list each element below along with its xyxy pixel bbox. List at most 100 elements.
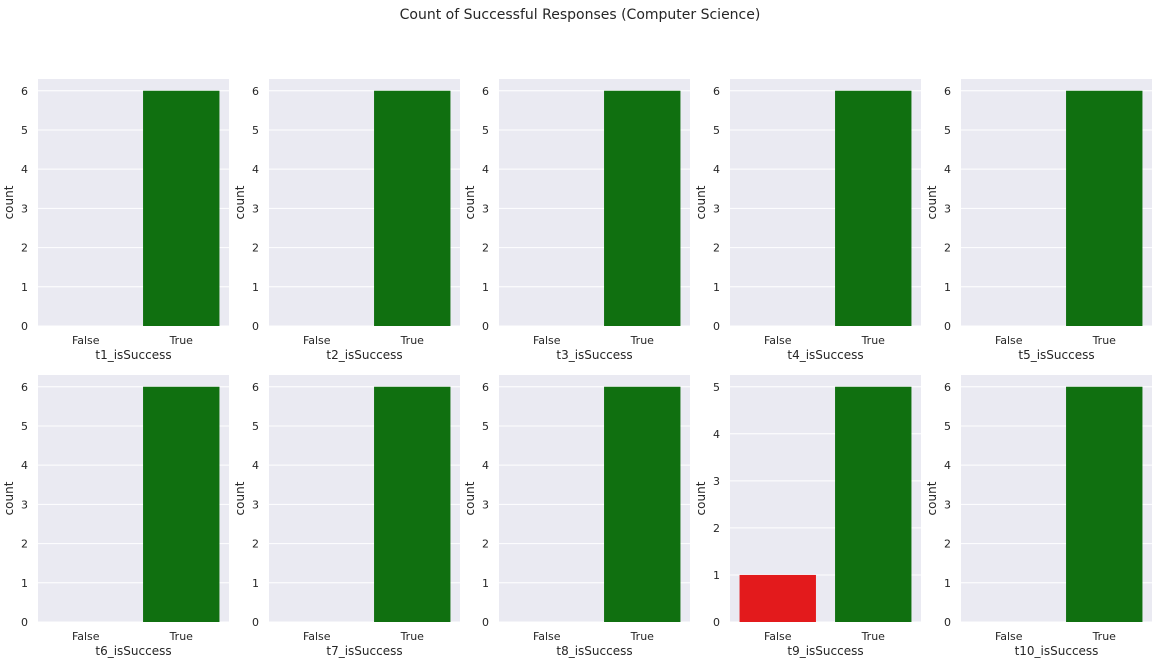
y-tick-label: 4	[21, 459, 28, 472]
y-tick-label: 1	[21, 281, 28, 294]
y-tick-label: 5	[713, 381, 720, 394]
y-tick-label: 2	[944, 538, 951, 551]
y-tick-label: 4	[21, 163, 28, 176]
bar-true	[374, 90, 451, 326]
y-tick-label: 0	[252, 616, 259, 629]
y-tick-label: 2	[252, 538, 259, 551]
y-tick-label: 5	[252, 420, 259, 433]
x-tick-label: False	[995, 630, 1023, 643]
x-tick-label: True	[630, 334, 655, 347]
y-tick-label: 0	[944, 320, 951, 333]
y-tick-label: 6	[482, 85, 489, 98]
y-tick-label: 4	[944, 459, 951, 472]
y-tick-label: 2	[944, 242, 951, 255]
y-tick-label: 3	[944, 498, 951, 511]
x-axis-label: t10_isSuccess	[1015, 644, 1099, 658]
y-tick-label: 3	[21, 202, 28, 215]
y-tick-label: 2	[482, 538, 489, 551]
x-tick-label: True	[169, 630, 194, 643]
y-tick-label: 4	[482, 163, 489, 176]
y-tick-label: 6	[21, 381, 28, 394]
bar-true	[143, 90, 220, 326]
x-tick-label: False	[72, 630, 100, 643]
y-tick-label: 1	[713, 281, 720, 294]
x-tick-label: True	[1092, 334, 1117, 347]
y-tick-label: 0	[944, 616, 951, 629]
y-axis-label: count	[233, 481, 247, 515]
y-tick-label: 6	[944, 85, 951, 98]
y-tick-label: 5	[713, 124, 720, 137]
y-tick-label: 0	[482, 616, 489, 629]
y-tick-label: 3	[252, 202, 259, 215]
y-tick-label: 5	[944, 420, 951, 433]
y-tick-label: 0	[713, 320, 720, 333]
y-axis-label: count	[2, 481, 16, 515]
y-tick-label: 6	[252, 381, 259, 394]
y-tick-label: 6	[21, 85, 28, 98]
y-tick-label: 2	[252, 242, 259, 255]
y-tick-label: 1	[252, 577, 259, 590]
y-tick-label: 0	[482, 320, 489, 333]
x-tick-label: True	[169, 334, 194, 347]
x-tick-label: False	[72, 334, 100, 347]
y-tick-label: 2	[21, 538, 28, 551]
y-tick-label: 0	[252, 320, 259, 333]
x-tick-label: True	[400, 334, 425, 347]
y-tick-label: 3	[252, 498, 259, 511]
y-tick-label: 5	[21, 420, 28, 433]
x-tick-label: False	[303, 334, 331, 347]
y-axis-label: count	[694, 481, 708, 515]
y-tick-label: 4	[944, 163, 951, 176]
y-tick-label: 1	[21, 577, 28, 590]
x-tick-label: False	[533, 334, 561, 347]
x-tick-label: False	[533, 630, 561, 643]
bar-true	[835, 90, 912, 326]
bar-false	[739, 574, 816, 622]
y-tick-label: 5	[252, 124, 259, 137]
y-axis-label: count	[925, 185, 939, 219]
x-tick-label: True	[400, 630, 425, 643]
y-tick-label: 4	[252, 459, 259, 472]
x-tick-label: True	[861, 334, 886, 347]
y-tick-label: 1	[252, 281, 259, 294]
y-tick-label: 2	[21, 242, 28, 255]
x-tick-label: False	[303, 630, 331, 643]
y-tick-label: 6	[713, 85, 720, 98]
y-tick-label: 3	[713, 202, 720, 215]
x-axis-label: t4_isSuccess	[787, 348, 863, 362]
y-tick-label: 5	[482, 420, 489, 433]
x-axis-label: t9_isSuccess	[787, 644, 863, 658]
x-axis-label: t5_isSuccess	[1018, 348, 1094, 362]
y-tick-label: 0	[21, 616, 28, 629]
bar-true	[1066, 386, 1143, 622]
y-tick-label: 1	[482, 577, 489, 590]
y-tick-label: 2	[713, 242, 720, 255]
x-axis-label: t6_isSuccess	[95, 644, 171, 658]
x-axis-label: t3_isSuccess	[556, 348, 632, 362]
y-axis-label: count	[694, 185, 708, 219]
x-axis-label: t7_isSuccess	[326, 644, 402, 658]
bar-true	[604, 386, 681, 622]
x-axis-label: t8_isSuccess	[556, 644, 632, 658]
y-tick-label: 6	[252, 85, 259, 98]
figure-title: Count of Successful Responses (Computer …	[400, 7, 761, 23]
y-tick-label: 2	[713, 522, 720, 535]
y-tick-label: 5	[944, 124, 951, 137]
y-axis-label: count	[463, 185, 477, 219]
y-tick-label: 4	[713, 428, 720, 441]
y-axis-label: count	[2, 185, 16, 219]
y-tick-label: 6	[944, 381, 951, 394]
x-tick-label: True	[861, 630, 886, 643]
y-tick-label: 0	[713, 616, 720, 629]
y-tick-label: 1	[482, 281, 489, 294]
